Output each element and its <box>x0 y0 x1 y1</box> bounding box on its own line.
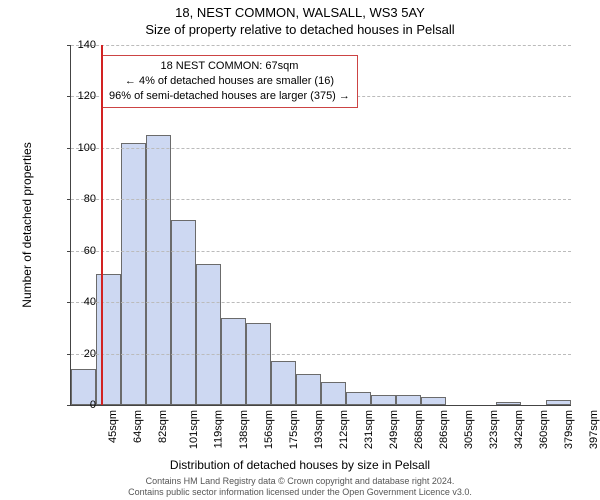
x-tick-label: 175sqm <box>288 410 300 449</box>
y-tick-label: 0 <box>66 399 96 411</box>
x-tick-label: 101sqm <box>188 410 200 449</box>
reference-line <box>101 45 103 405</box>
gridline <box>71 354 571 355</box>
info-box: 18 NEST COMMON: 67sqm ← 4% of detached h… <box>101 55 358 108</box>
histogram-bar <box>121 143 146 405</box>
y-tick-label: 80 <box>66 193 96 205</box>
chart-title-sub: Size of property relative to detached ho… <box>0 22 600 37</box>
histogram-bar <box>421 397 446 405</box>
histogram-bar <box>396 395 421 405</box>
footer-line-1: Contains HM Land Registry data © Crown c… <box>0 476 600 487</box>
x-tick-label: 286sqm <box>438 410 450 449</box>
x-tick-label: 119sqm <box>212 410 224 448</box>
x-tick-label: 249sqm <box>388 410 400 449</box>
x-tick-label: 212sqm <box>338 410 350 449</box>
y-tick-label: 40 <box>66 296 96 308</box>
x-tick-label: 379sqm <box>563 410 575 449</box>
y-tick-label: 100 <box>66 142 96 154</box>
y-tick-label: 20 <box>66 348 96 360</box>
plot-area: 18 NEST COMMON: 67sqm ← 4% of detached h… <box>70 45 571 406</box>
gridline <box>71 148 571 149</box>
x-tick-label: 156sqm <box>263 410 275 449</box>
y-tick-label: 140 <box>66 39 96 51</box>
x-tick-label: 45sqm <box>107 410 119 443</box>
y-axis-title: Number of detached properties <box>20 142 34 307</box>
histogram-bar <box>296 374 321 405</box>
y-tick-label: 120 <box>66 90 96 102</box>
x-tick-label: 82sqm <box>157 410 169 443</box>
info-line-1: 18 NEST COMMON: 67sqm <box>109 59 350 74</box>
x-tick-label: 305sqm <box>463 410 475 449</box>
histogram-bar <box>271 361 296 405</box>
histogram-bar <box>171 220 196 405</box>
x-tick-label: 268sqm <box>413 410 425 449</box>
footer-line-2: Contains public sector information licen… <box>0 487 600 498</box>
info-line-3: 96% of semi-detached houses are larger (… <box>109 89 350 104</box>
histogram-bar <box>496 402 521 405</box>
y-tick-label: 60 <box>66 245 96 257</box>
gridline <box>71 45 571 46</box>
gridline <box>71 302 571 303</box>
x-tick-label: 138sqm <box>238 410 250 449</box>
x-tick-label: 360sqm <box>538 410 550 449</box>
histogram-bar <box>546 400 571 405</box>
x-tick-label: 64sqm <box>132 410 144 443</box>
x-tick-label: 193sqm <box>313 410 325 449</box>
histogram-bar <box>221 318 246 405</box>
histogram-bar <box>321 382 346 405</box>
histogram-bar <box>246 323 271 405</box>
histogram-bar <box>346 392 371 405</box>
x-tick-label: 323sqm <box>488 410 500 449</box>
info-line-2: ← 4% of detached houses are smaller (16) <box>109 74 350 89</box>
x-axis-title: Distribution of detached houses by size … <box>0 458 600 472</box>
footer: Contains HM Land Registry data © Crown c… <box>0 476 600 498</box>
chart-title-main: 18, NEST COMMON, WALSALL, WS3 5AY <box>0 5 600 20</box>
histogram-bar <box>96 274 121 405</box>
x-tick-label: 397sqm <box>588 410 600 449</box>
histogram-bar <box>146 135 171 405</box>
histogram-bar <box>371 395 396 405</box>
gridline <box>71 199 571 200</box>
x-tick-label: 342sqm <box>513 410 525 449</box>
gridline <box>71 251 571 252</box>
x-tick-label: 231sqm <box>363 410 375 449</box>
histogram-bar <box>196 264 221 405</box>
